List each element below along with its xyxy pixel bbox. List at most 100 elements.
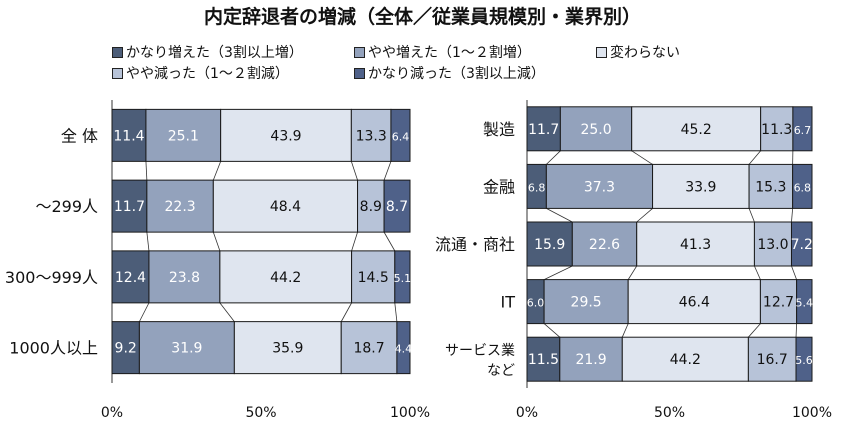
data-label: 21.9 [575,352,606,368]
series-connector-line [636,208,653,223]
category-label: サービス業 [445,343,515,359]
legend-item-dec-some: やや減った（1～２割減） [112,63,289,83]
legend-label: やや増えた（1～２割増） [368,45,531,61]
bar-segment [148,250,221,304]
series-connector-line [145,161,148,181]
legend-swatch [112,67,123,79]
data-label: 11.7 [114,199,145,215]
bar-segment [111,321,140,375]
data-label: 45.2 [681,122,712,138]
data-label: 23.8 [169,270,200,286]
series-connector-line [219,302,235,322]
bar-segment [526,336,561,382]
series-connector-line [546,150,561,165]
series-connector-line [383,161,392,181]
bar-segment [796,279,813,325]
series-connector-line [139,302,150,322]
bar-segment [526,221,573,267]
category-label: ～299人 [35,197,98,216]
legend-item-inc-large: かなり増えた（3割以上増） [112,42,303,62]
category-label: 1000人以上 [9,339,98,358]
data-label: 11.3 [761,122,792,138]
x-tick-label: 50% [245,405,276,421]
data-label: 11.7 [528,122,559,138]
series-connector-line [340,302,352,322]
data-label: 9.2 [115,341,137,357]
series-connector-line [748,323,761,338]
legend-swatch [596,46,607,58]
bar-segment [753,221,792,267]
legend-item-same: 変わらない [596,42,680,62]
data-label: 29.5 [571,295,602,311]
x-tick-label: 100% [390,405,430,421]
series-connector-line [351,232,358,251]
bar-segment [795,336,813,382]
bar-segment [559,336,623,382]
data-label: 11.5 [528,352,559,368]
data-label: 18.7 [353,341,384,357]
data-label: 33.9 [685,179,716,195]
bar-segment [220,108,352,162]
legend-label: かなり減った（3割以上減） [368,66,545,82]
category-label: IT [501,293,516,312]
data-label: 8.7 [386,199,408,215]
data-label: 37.3 [584,179,615,195]
legend-swatch [354,46,365,58]
category-label: 300～999人 [5,268,98,287]
data-label: 15.9 [534,237,565,253]
x-tick-label: 0% [516,405,538,421]
bar-segment [219,250,353,304]
data-label: 13.3 [356,128,387,144]
bar-segment [636,221,755,267]
data-label: 44.2 [270,270,301,286]
data-label: 16.7 [757,352,788,368]
bar-segment [111,179,148,233]
data-label: 8.9 [360,199,382,215]
bar-segment [621,336,749,382]
bar-segment [631,106,762,152]
data-label: 6.8 [528,181,546,194]
series-connector-line [383,231,396,252]
legend-label: 変わらない [610,45,680,61]
series-connector-line [146,232,150,251]
data-label: 6.0 [527,297,545,310]
series-connector-line [754,265,761,280]
series-connector-line [627,265,638,280]
data-label: 43.9 [270,128,301,144]
bar-segment [233,321,342,375]
bar-segment [790,221,813,267]
bar-segment [383,179,411,233]
data-label: 25.1 [168,128,199,144]
data-label: 6.7 [794,124,812,137]
legend-swatch [354,67,365,79]
x-tick-label: 0% [101,405,123,421]
series-connector-line [212,161,222,181]
x-tick-label: 100% [792,405,832,421]
bar-segment [394,250,411,304]
data-label: 14.5 [358,270,389,286]
bar-segment [747,336,797,382]
series-connector-line [631,150,653,165]
bar-segment [652,163,750,209]
data-label: 25.0 [580,122,611,138]
series-connector-line [543,323,561,338]
data-label: 12.4 [115,270,146,286]
bar-segment [545,163,654,209]
data-label: 12.7 [763,295,794,311]
bar-segment [627,279,761,325]
legend: かなり増えた（3割以上増） やや増えた（1～２割増） 変わらない やや減った（1… [112,42,832,82]
legend-item-dec-large: かなり減った（3割以上減） [354,63,545,83]
series-connector-line [621,323,629,338]
category-label: など [487,363,515,379]
series-connector-line [212,231,221,252]
series-connector-line [748,150,761,165]
bar-segment [138,321,235,375]
series-connector-line [394,302,398,322]
series-connector-line [795,323,798,338]
data-label: 4.4 [395,343,413,356]
bar-segment [350,108,392,162]
data-label: 44.2 [670,352,701,368]
bar-segment [792,163,813,209]
legend-item-inc-some: やや増えた（1～２割増） [354,42,531,62]
